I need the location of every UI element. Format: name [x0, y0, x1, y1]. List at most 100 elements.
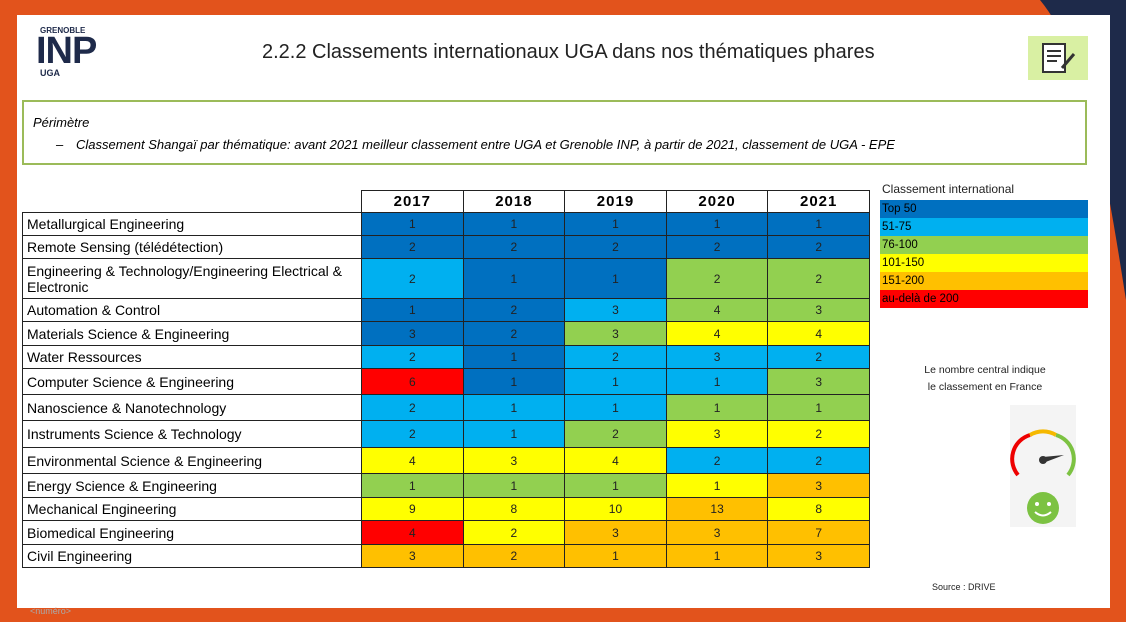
rank-cell: 3 [767, 544, 870, 568]
perimeter-text: Classement Shangaï par thématique: avant… [76, 137, 895, 152]
title: 2.2.2 Classements internationaux UGA dan… [262, 41, 875, 63]
rank-cell: 2 [361, 345, 464, 369]
table-row: Civil Engineering 3 2 1 1 3 [22, 544, 870, 568]
rank-cell: 2 [767, 420, 870, 448]
rank-cell: 2 [361, 258, 464, 299]
rank-cell: 4 [767, 321, 870, 346]
row-label: Automation & Control [22, 298, 362, 322]
rank-cell: 2 [361, 235, 464, 259]
rank-cell: 3 [564, 321, 667, 346]
table-row: Metallurgical Engineering 1 1 1 1 1 [22, 212, 870, 236]
rank-cell: 2 [462, 298, 566, 322]
note-line: Le nombre central indique [924, 364, 1046, 376]
rank-cell: 1 [462, 394, 566, 421]
perimeter-box: Périmètre – Classement Shangaï par théma… [22, 100, 1087, 165]
table-row: Environmental Science & Engineering 4 3 4 2 2 [22, 447, 870, 474]
footer: <numéro> [30, 606, 72, 616]
row-label: Energy Science & Engineering [22, 473, 362, 498]
row-label: Biomedical Engineering [22, 520, 362, 545]
rank-cell: 1 [564, 394, 667, 421]
rank-cell: 3 [767, 473, 870, 498]
rank-cell: 13 [665, 497, 769, 521]
rank-cell: 1 [665, 544, 769, 568]
row-label: Civil Engineering [22, 544, 362, 568]
table-row: Instruments Science & Technology 2 1 2 3 2 [22, 420, 870, 448]
rank-cell: 6 [361, 368, 464, 395]
year-header: 2020 [665, 190, 769, 213]
rank-cell: 3 [665, 420, 769, 448]
rank-cell: 8 [462, 497, 566, 521]
year-header: 2017 [361, 190, 464, 213]
rank-cell: 1 [361, 212, 464, 236]
rank-cell: 2 [665, 235, 769, 259]
rank-cell: 2 [767, 235, 870, 259]
rank-cell: 4 [361, 520, 464, 545]
row-label: Instruments Science & Technology [22, 420, 362, 448]
table-row: Remote Sensing (télédétection) 2 2 2 2 2 [22, 235, 870, 259]
rank-cell: 1 [665, 473, 769, 498]
rank-cell: 2 [564, 420, 667, 448]
row-label: Water Ressources [22, 345, 362, 369]
rank-cell: 1 [665, 394, 769, 421]
rank-cell: 1 [564, 258, 667, 299]
rank-cell: 1 [767, 394, 870, 421]
rank-cell: 2 [665, 258, 769, 299]
legend-item: 51-75 [880, 218, 1088, 236]
rank-cell: 3 [767, 368, 870, 395]
rank-cell: 2 [361, 420, 464, 448]
note-line: le classement en France [927, 381, 1043, 393]
rank-cell: 2 [361, 394, 464, 421]
rank-cell: 1 [564, 212, 667, 236]
legend-item: au-delà de 200 [880, 290, 1088, 308]
rank-cell: 10 [564, 497, 667, 521]
rank-cell: 2 [462, 321, 566, 346]
legend-title: Classement international [882, 182, 1015, 196]
row-label: Materials Science & Engineering [22, 321, 362, 346]
rank-cell: 8 [767, 497, 870, 521]
row-label: Environmental Science & Engineering [22, 447, 362, 474]
rank-cell: 1 [361, 473, 464, 498]
logo-top: GRENOBLE [40, 26, 86, 35]
rank-cell: 1 [361, 298, 464, 322]
rank-cell: 1 [564, 544, 667, 568]
table-row: Automation & Control 1 2 3 4 3 [22, 298, 870, 322]
table-row: Engineering & Technology/Engineering Ele… [22, 258, 870, 299]
logo-bottom: UGA [40, 68, 60, 78]
legend-item: 101-150 [880, 254, 1088, 272]
rank-cell: 4 [361, 447, 464, 474]
rank-cell: 1 [564, 473, 667, 498]
year-header: 2018 [462, 190, 566, 213]
rank-cell: 3 [665, 345, 769, 369]
row-label: Computer Science & Engineering [22, 368, 362, 395]
rank-cell: 3 [564, 298, 667, 322]
rank-cell: 1 [462, 212, 566, 236]
corner [22, 190, 362, 213]
rank-cell: 1 [462, 345, 566, 369]
row-label: Mechanical Engineering [22, 497, 362, 521]
rank-cell: 4 [665, 321, 769, 346]
row-label: Metallurgical Engineering [22, 212, 362, 236]
table-row: Computer Science & Engineering 6 1 1 1 3 [22, 368, 870, 395]
ranking-table: 2017 2018 2019 2020 2021 Metallurgical Engine… [22, 190, 870, 568]
legend-item: Top 50 [880, 200, 1088, 218]
row-label: Remote Sensing (télédétection) [22, 235, 362, 259]
rank-cell: 2 [564, 235, 667, 259]
rank-cell: 1 [462, 473, 566, 498]
rank-cell: 2 [767, 447, 870, 474]
perimeter-title: Périmètre [33, 115, 90, 130]
icon [1028, 36, 1088, 80]
table-row: Energy Science & Engineering 1 1 1 1 3 [22, 473, 870, 498]
rank-cell: 4 [665, 298, 769, 322]
source: Source : DRIVE [932, 582, 996, 592]
rank-cell: 2 [462, 520, 566, 545]
table-row: Biomedical Engineering 4 2 3 3 7 [22, 520, 870, 545]
rank-cell: 1 [665, 212, 769, 236]
table-row: Nanoscience & Nanotechnology 2 1 1 1 1 [22, 394, 870, 421]
gauge-icon [1010, 405, 1076, 527]
rank-cell: 4 [564, 447, 667, 474]
legend-item: 76-100 [880, 236, 1088, 254]
row-label: Engineering & Technology/Engineering Ele… [22, 258, 362, 299]
rank-cell: 1 [665, 368, 769, 395]
rank-cell: 1 [767, 212, 870, 236]
